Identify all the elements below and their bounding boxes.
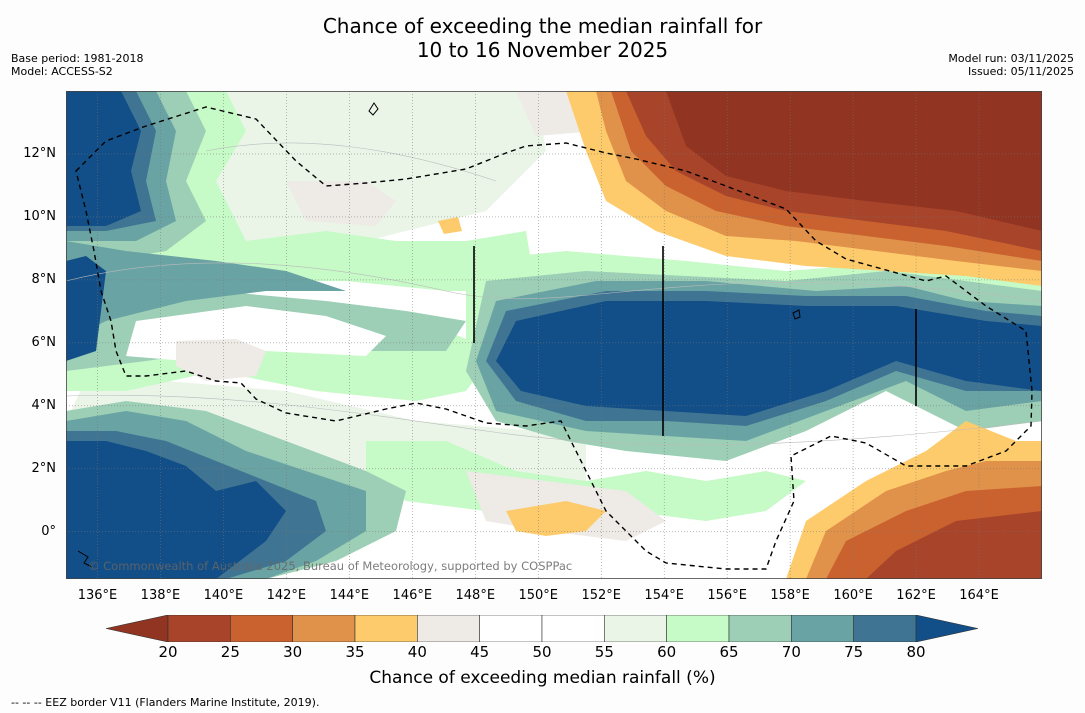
colorbar-bin (292, 614, 356, 643)
longitude-tick-label: 156°E (707, 588, 747, 603)
longitude-tick-label: 150°E (518, 588, 559, 603)
issued-text: Issued: 05/11/2025 (967, 65, 1074, 78)
colorbar-bin (791, 614, 854, 643)
latitude-tick-label: 4°N (31, 397, 57, 413)
colorbar-bin (417, 614, 480, 643)
longitude-tick-label: 162°E (896, 588, 936, 603)
colorbar-tick-label: 25 (220, 643, 240, 661)
longitude-tick-label: 154°E (644, 588, 684, 603)
region-over-80-central (496, 301, 1042, 416)
colorbar-tick-label: 20 (158, 643, 178, 661)
colorbar (105, 614, 979, 643)
model-text: Model: ACCESS-S2 (11, 65, 113, 78)
colorbar-over-arrow (915, 614, 979, 643)
graticule (66, 91, 1042, 579)
longitude-tick-label: 164°E (959, 588, 999, 603)
longitude-tick-label: 146°E (392, 588, 433, 603)
longitude-tick-label: 140°E (203, 588, 244, 603)
region-under-20-northeast (666, 91, 1042, 231)
region-over-80-west (66, 91, 141, 361)
meta-left: Base period: 1981-2018 Model: ACCESS-S2 (11, 52, 143, 78)
title-line-1: Chance of exceeding the median rainfall … (322, 14, 763, 38)
colorbar-tick-label: 75 (844, 643, 864, 661)
colorbar-tick-label: 65 (719, 643, 739, 661)
latitude-tick-label: 6°N (31, 334, 57, 350)
longitude-tick-label: 158°E (770, 588, 810, 603)
colorbar-tick-label: 55 (594, 643, 614, 661)
colorbar-tick-label: 80 (906, 643, 926, 661)
map-title: Chance of exceeding the median rainfall … (0, 14, 1085, 62)
meta-right: Model run: 03/11/2025 Issued: 05/11/2025 (948, 52, 1074, 78)
eez-border (75, 106, 1033, 570)
region-40-45-west-pocket (176, 339, 266, 381)
colorbar-tick-label: 50 (532, 643, 552, 661)
latitude-tick-label: 2°N (31, 460, 57, 476)
island-outlines (77, 102, 801, 568)
latitude-tick-label: 12°N (23, 145, 56, 161)
longitude-tick-label: 148°E (455, 588, 496, 603)
colorbar-bin (666, 614, 730, 643)
colorbar-bin (354, 614, 418, 643)
colorbar-bin (853, 614, 917, 643)
region-35-40-south-pocket (506, 501, 606, 536)
base-period-text: Base period: 1981-2018 (11, 52, 144, 65)
map-canvas: © Commonwealth of Australia 2025, Bureau… (66, 91, 1042, 579)
region-60-65-south (366, 441, 806, 521)
latitude-tick-label: 8°N (31, 271, 57, 287)
colorbar-tick-label: 60 (657, 643, 677, 661)
latitude-tick-label: 0° (41, 523, 56, 539)
longitude-tick-label: 160°E (833, 588, 873, 603)
colorbar-tick-label: 40 (407, 643, 427, 661)
colorbar-svg (105, 614, 979, 643)
colorbar-tick-label: 70 (781, 643, 801, 661)
colorbar-bin (230, 614, 293, 643)
island-outline (77, 550, 93, 568)
colorbar-tick-label: 45 (470, 643, 490, 661)
rainfall-map: © Commonwealth of Australia 2025, Bureau… (66, 91, 1042, 579)
contour-line (66, 394, 1042, 446)
colorbar-bin (728, 614, 792, 643)
region-20-25-southeast (866, 511, 1042, 579)
colorbar-tick-label: 30 (283, 643, 303, 661)
longitude-tick-label: 142°E (266, 588, 307, 603)
region-over-80-southwest (66, 441, 286, 579)
region-35-40-north-pocket (438, 217, 462, 234)
contour-line (66, 262, 1042, 302)
colorbar-bin (479, 614, 543, 643)
colorbar-bin (604, 614, 667, 643)
latitude-tick-label: 10°N (23, 208, 56, 224)
longitude-tick-label: 152°E (581, 588, 621, 603)
island-outline (792, 309, 801, 320)
longitude-tick-label: 144°E (329, 588, 370, 603)
model-run-text: Model run: 03/11/2025 (948, 52, 1074, 65)
longitude-tick-label: 136°E (77, 588, 118, 603)
colorbar-bin (167, 614, 231, 643)
region-40-45-northmid (286, 91, 606, 226)
island-outline (368, 102, 379, 116)
region-70-75-midwest (66, 241, 346, 341)
colorbar-tick-label: 35 (345, 643, 365, 661)
colorbar-bin (541, 614, 605, 643)
longitude-tick-label: 138°E (140, 588, 181, 603)
copyright-text: © Commonwealth of Australia 2025, Bureau… (88, 559, 572, 573)
title-line-2: 10 to 16 November 2025 (416, 38, 669, 62)
colorbar-under-arrow (105, 614, 169, 643)
eez-footnote: -- -- -- EEZ border V11 (Flanders Marine… (11, 696, 320, 709)
colorbar-label: Chance of exceeding median rainfall (%) (369, 668, 716, 688)
